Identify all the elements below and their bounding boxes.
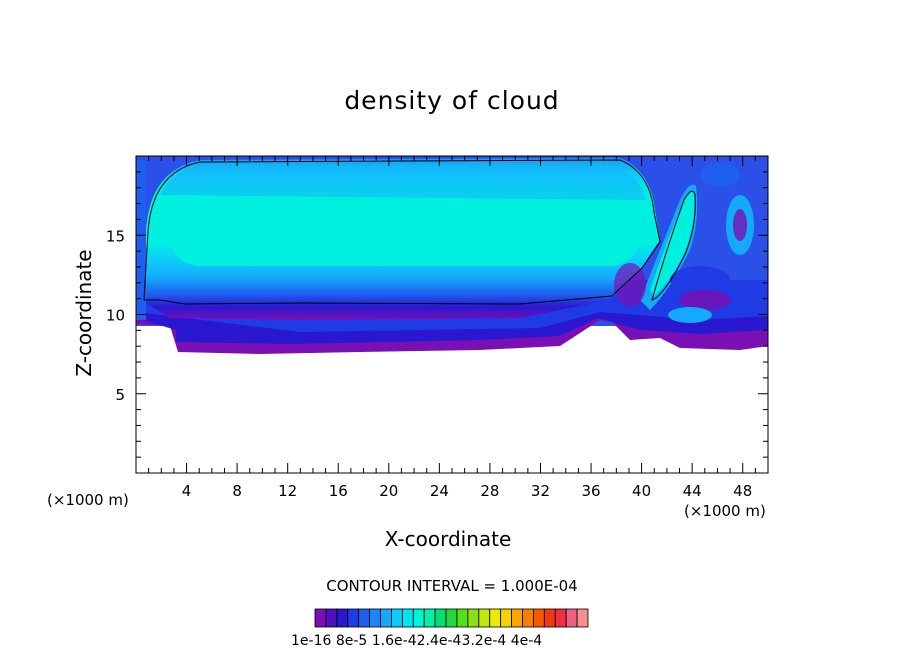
colorbar-swatch: [554, 608, 567, 628]
x-axis-label-wrap: X-coordinate: [0, 527, 904, 551]
colorbar-swatch: [369, 608, 381, 628]
cloud-top-band: [160, 165, 646, 200]
y-tick-label: 5: [115, 386, 125, 404]
x-tick-label: 44: [683, 482, 702, 500]
colorbar-swatch: [565, 608, 578, 628]
colorbar-swatch: [478, 608, 491, 628]
colorbar-swatch: [522, 608, 534, 628]
contour-line: [143, 159, 661, 305]
colorbar-swatch: [543, 608, 556, 628]
colorbar-swatch: [423, 608, 436, 628]
colorbar-swatch: [434, 608, 447, 628]
colorbar-swatch: [412, 608, 425, 628]
x-axis-label: X-coordinate: [384, 527, 512, 551]
x-tick-label: 4: [182, 482, 192, 500]
x-tick-label: 28: [480, 482, 499, 500]
colorbar-swatch: [511, 608, 523, 628]
y-axis-label: Z-coordinate: [72, 249, 96, 377]
x-tick-label: 8: [232, 482, 242, 500]
colorbar-swatch: [391, 608, 403, 628]
x-axis-ticks: 4 8 12 16 20 24 28 32 36 40 44 48: [148, 156, 756, 500]
colorbar-swatch: [401, 608, 414, 628]
contour-interval-wrap: CONTOUR INTERVAL = 1.000E-04: [0, 577, 904, 595]
colorbar-swatch: [456, 608, 469, 628]
x-tick-label: 32: [531, 482, 550, 500]
x-tick-label: 12: [278, 482, 297, 500]
colorbar-swatch: [380, 608, 392, 628]
colorbar-swatch: [336, 608, 349, 628]
density-field: [136, 156, 768, 354]
colorbar-swatch: [576, 608, 589, 628]
x-tick-label: 40: [632, 482, 651, 500]
x-tick-label: 24: [430, 482, 449, 500]
x-tick-label: 36: [581, 482, 600, 500]
colorbar-labels: 1e-16 8e-5 1.6e-42.4e-43.2e-4 4e-4: [291, 633, 543, 649]
x-tick-label: 48: [733, 482, 752, 500]
x-unit-label-right: (×1000 m): [684, 502, 766, 520]
colorbar-swatch: [314, 608, 327, 628]
colorbar: [314, 608, 589, 628]
colorbar-swatch: [467, 608, 480, 628]
contour-interval: CONTOUR INTERVAL = 1.000E-04: [326, 577, 578, 595]
colorbar-swatch: [500, 608, 512, 628]
colorbar-swatch: [489, 608, 502, 628]
colorbar-swatch: [347, 608, 360, 628]
x-tick-label: 16: [329, 482, 348, 500]
chart-title: density of cloud: [344, 86, 560, 115]
colorbar-swatch: [325, 608, 338, 628]
colorbar-swatch: [358, 608, 370, 628]
y-tick-label: 15: [106, 227, 125, 245]
colorbar-swatch: [445, 608, 458, 628]
y-tick-label: 10: [106, 307, 125, 325]
y-axis-ticks: 5 10 15: [106, 171, 768, 458]
x-unit-label-left: (×1000 m): [47, 491, 129, 509]
cloud-core: [170, 200, 640, 266]
colorbar-swatch: [533, 608, 545, 628]
x-tick-label: 20: [379, 482, 398, 500]
